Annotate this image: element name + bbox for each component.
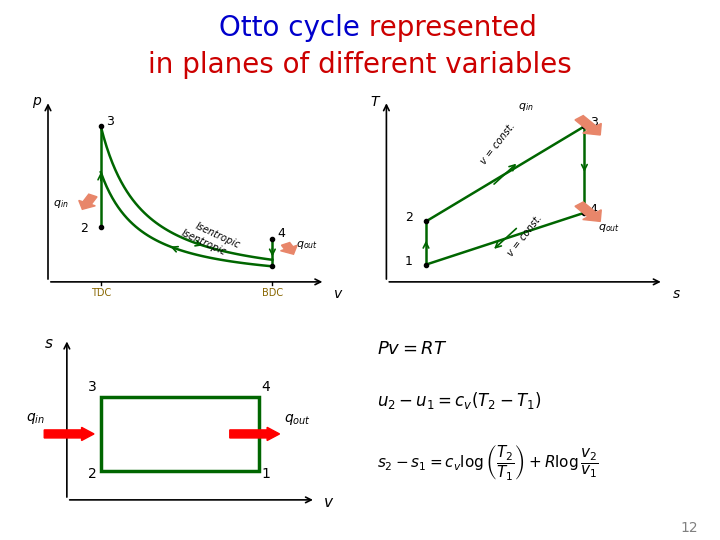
Text: 4: 4 <box>590 202 598 216</box>
Text: $T$: $T$ <box>370 95 382 109</box>
Text: 3: 3 <box>106 114 114 127</box>
Text: 2: 2 <box>405 211 413 225</box>
Text: Otto cycle: Otto cycle <box>219 14 360 42</box>
Text: $s$: $s$ <box>44 336 53 350</box>
Text: $q_{in}$: $q_{in}$ <box>26 411 45 426</box>
Text: 4: 4 <box>261 380 270 394</box>
Text: $Pv = RT$: $Pv = RT$ <box>377 340 448 359</box>
FancyArrow shape <box>281 242 297 254</box>
Text: 3: 3 <box>590 116 598 130</box>
FancyArrow shape <box>575 116 601 135</box>
Text: 1: 1 <box>405 254 413 268</box>
Text: v = const.: v = const. <box>505 213 544 258</box>
Bar <box>101 397 259 470</box>
Text: Isentropic: Isentropic <box>179 227 228 257</box>
Text: $v$: $v$ <box>333 287 343 301</box>
FancyArrow shape <box>575 202 601 221</box>
Text: 1: 1 <box>261 467 270 481</box>
Text: v = const.: v = const. <box>479 121 517 166</box>
Text: represented: represented <box>360 14 537 42</box>
Text: $p$: $p$ <box>32 95 42 110</box>
Text: $v$: $v$ <box>323 495 334 510</box>
FancyArrow shape <box>230 427 279 441</box>
Text: $q_{in}$: $q_{in}$ <box>518 101 534 113</box>
Text: 4: 4 <box>278 227 286 240</box>
Text: $q_{in}$: $q_{in}$ <box>53 198 69 210</box>
Text: $u_2 - u_1 = c_v\left(T_2 - T_1\right)$: $u_2 - u_1 = c_v\left(T_2 - T_1\right)$ <box>377 390 541 410</box>
Text: 2: 2 <box>88 467 96 481</box>
FancyArrow shape <box>78 194 97 210</box>
Text: $q_{out}$: $q_{out}$ <box>296 239 318 251</box>
Text: $s$: $s$ <box>672 287 680 301</box>
Text: $q_{out}$: $q_{out}$ <box>284 412 311 427</box>
FancyArrow shape <box>44 427 94 441</box>
Text: $s_2 - s_1 = c_v \log\left(\dfrac{T_2}{T_1}\right) + R\log\dfrac{v_2}{v_1}$: $s_2 - s_1 = c_v \log\left(\dfrac{T_2}{T… <box>377 443 599 482</box>
Text: 3: 3 <box>88 380 96 394</box>
Text: in planes of different variables: in planes of different variables <box>148 51 572 79</box>
Text: 2: 2 <box>80 222 88 235</box>
Text: BDC: BDC <box>262 288 283 298</box>
Text: $q_{out}$: $q_{out}$ <box>598 222 620 234</box>
Text: Isentropic: Isentropic <box>194 221 242 250</box>
Text: TDC: TDC <box>91 288 111 298</box>
Text: 12: 12 <box>681 521 698 535</box>
